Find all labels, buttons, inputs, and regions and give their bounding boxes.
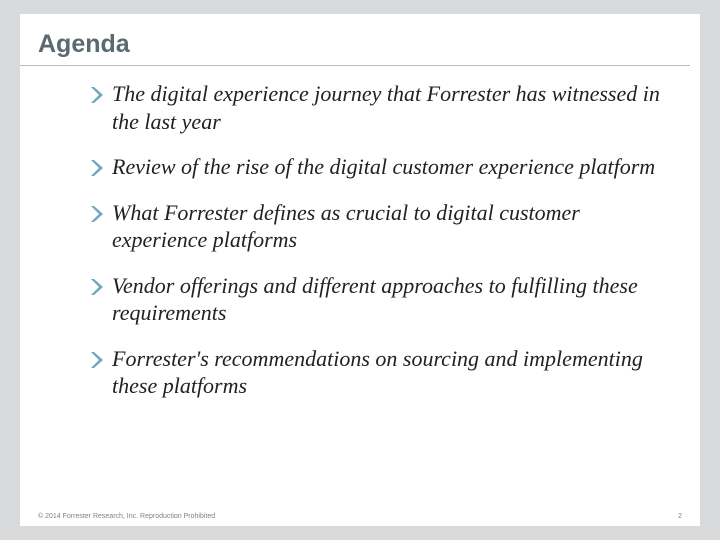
slide: Agenda The digital experience journey th… — [20, 14, 700, 526]
bullet-text: Forrester's recommendations on sourcing … — [112, 345, 660, 400]
chevron-icon — [90, 350, 104, 370]
bullet-text: Review of the rise of the digital custom… — [112, 153, 655, 181]
list-item: Review of the rise of the digital custom… — [90, 153, 660, 181]
copyright-text: © 2014 Forrester Research, Inc. Reproduc… — [38, 513, 215, 520]
list-item: Forrester's recommendations on sourcing … — [90, 345, 660, 400]
list-item: What Forrester defines as crucial to dig… — [90, 199, 660, 254]
chevron-icon — [90, 204, 104, 224]
list-item: The digital experience journey that Forr… — [90, 80, 660, 135]
slide-title: Agenda — [20, 14, 690, 66]
bullet-list: The digital experience journey that Forr… — [20, 80, 700, 400]
bullet-text: The digital experience journey that Forr… — [112, 80, 660, 135]
chevron-icon — [90, 277, 104, 297]
list-item: Vendor offerings and different approache… — [90, 272, 660, 327]
chevron-icon — [90, 85, 104, 105]
page-number: 2 — [678, 513, 682, 520]
footer: © 2014 Forrester Research, Inc. Reproduc… — [38, 513, 682, 520]
bullet-text: Vendor offerings and different approache… — [112, 272, 660, 327]
bullet-text: What Forrester defines as crucial to dig… — [112, 199, 660, 254]
chevron-icon — [90, 158, 104, 178]
